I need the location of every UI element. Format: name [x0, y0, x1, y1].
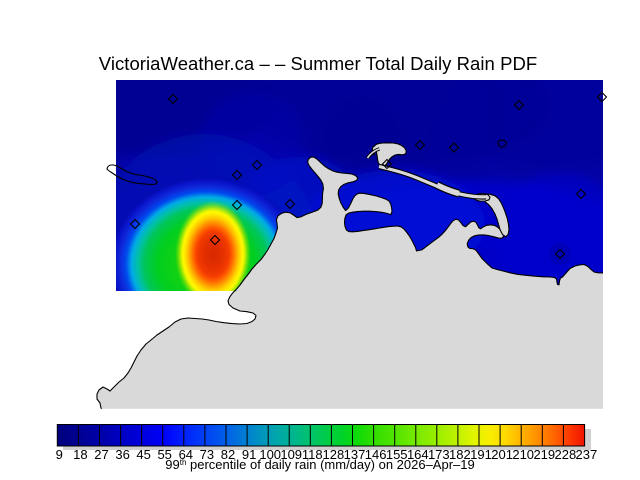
svg-text:36: 36	[115, 447, 129, 462]
svg-text:182: 182	[449, 447, 471, 462]
svg-text:173: 173	[428, 447, 450, 462]
svg-text:45: 45	[136, 447, 150, 462]
svg-text:128: 128	[323, 447, 345, 462]
svg-text:109: 109	[280, 447, 302, 462]
svg-text:18: 18	[73, 447, 87, 462]
svg-text:201: 201	[491, 447, 513, 462]
svg-text:237: 237	[576, 447, 598, 462]
svg-text:VictoriaWeather.ca – – Summer: VictoriaWeather.ca – – Summer Total Dail…	[99, 53, 537, 74]
svg-text:91: 91	[242, 447, 256, 462]
svg-text:64: 64	[179, 447, 193, 462]
svg-text:9: 9	[56, 447, 63, 462]
svg-text:99th percentile of daily rain: 99th percentile of daily rain (mm/day) o…	[165, 457, 474, 472]
svg-text:155: 155	[386, 447, 408, 462]
svg-text:191: 191	[470, 447, 492, 462]
svg-text:82: 82	[221, 447, 235, 462]
svg-text:118: 118	[302, 447, 323, 462]
svg-text:164: 164	[407, 447, 429, 462]
svg-text:219: 219	[533, 447, 555, 462]
svg-text:73: 73	[200, 447, 214, 462]
svg-text:137: 137	[344, 447, 366, 462]
svg-text:228: 228	[555, 447, 577, 462]
svg-text:100: 100	[259, 447, 281, 462]
svg-text:27: 27	[94, 447, 108, 462]
svg-text:210: 210	[512, 447, 534, 462]
svg-text:146: 146	[365, 447, 387, 462]
svg-text:55: 55	[157, 447, 171, 462]
